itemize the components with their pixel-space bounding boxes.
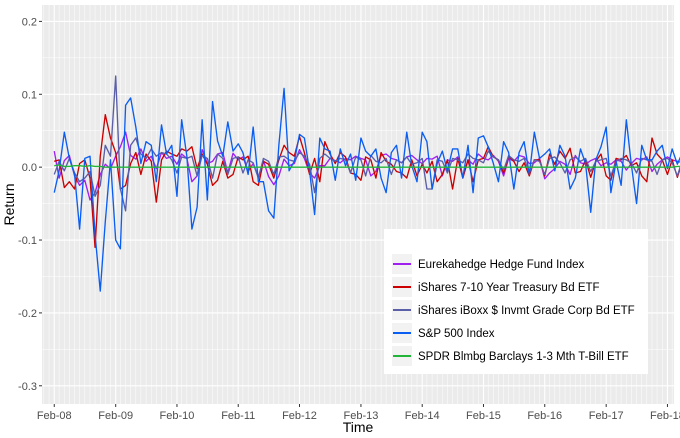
x-tick-label: Feb-13: [344, 410, 379, 422]
x-tick-label: Feb-15: [466, 410, 501, 422]
series-line-4: [53, 87, 680, 292]
x-axis: Feb-08 Feb-09 Feb-10 Feb-11 Feb-12 Feb-13 Feb-…: [37, 404, 680, 422]
y-tick-label: -0.3: [18, 381, 37, 393]
series-line-3: [53, 75, 680, 212]
x-tick-label: Feb-16: [527, 410, 562, 422]
legend-label-2: iShares 7-10 Year Treasury Bd ETF: [418, 282, 600, 294]
series-line-2: [54, 114, 680, 248]
y-tick-label: 0.1: [22, 89, 37, 101]
legend-background: [384, 229, 648, 374]
x-tick-label: Feb-17: [589, 410, 624, 422]
x-tick-label: Feb-08: [37, 410, 72, 422]
series-layer: [53, 75, 680, 292]
x-tick-label: Feb-18: [650, 410, 680, 422]
y-axis: 0.2 0.1 0.0 -0.1 -0.2 -0.3: [18, 16, 42, 393]
x-axis-title: Time: [343, 419, 374, 435]
x-tick-label: Feb-09: [98, 410, 133, 422]
x-tick-label: Feb-14: [405, 410, 440, 422]
legend: Eurekahedge Hedge Fund Index iShares 7-10…: [384, 229, 648, 374]
y-tick-label: -0.2: [18, 308, 37, 320]
x-tick-label: Feb-11: [221, 410, 255, 422]
legend-label-3: iShares iBoxx $ Invmt Grade Corp Bd ETF: [418, 305, 635, 317]
legend-label-5: SPDR Blmbg Barclays 1-3 Mth T-Bill ETF: [418, 351, 629, 363]
x-tick-label: Feb-12: [282, 410, 317, 422]
y-tick-label: -0.1: [18, 235, 37, 247]
y-tick-label: 0.0: [22, 162, 37, 174]
legend-label-4: S&P 500 Index: [418, 328, 495, 340]
series-line-5: [54, 164, 680, 168]
legend-label-1: Eurekahedge Hedge Fund Index: [418, 259, 584, 271]
x-tick-label: Feb-10: [160, 410, 195, 422]
y-tick-label: 0.2: [22, 16, 37, 28]
y-axis-title: Return: [1, 183, 17, 225]
